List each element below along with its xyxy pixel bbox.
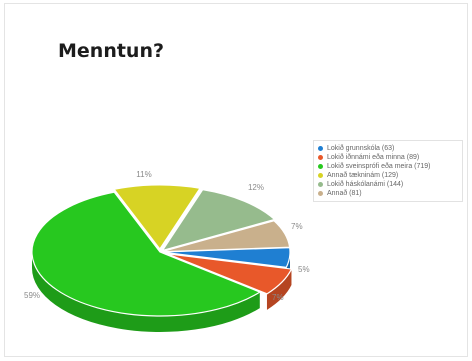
pie-slice bbox=[161, 189, 276, 252]
legend-marker bbox=[318, 182, 323, 187]
legend-item: Lokið iðnnámi eða minna (89) bbox=[318, 153, 458, 162]
pie-slice bbox=[166, 253, 293, 295]
legend-marker bbox=[318, 146, 323, 151]
legend-marker bbox=[318, 191, 323, 196]
slice-percent-label: 11% bbox=[136, 170, 151, 179]
legend-item: Lokið grunnskóla (63) bbox=[318, 144, 458, 153]
legend-label: Annað (81) bbox=[327, 190, 362, 197]
legend-item: Annað tækninám (129) bbox=[318, 171, 458, 180]
legend-label: Lokið sveinsprófi eða meira (719) bbox=[327, 163, 431, 170]
legend-item: Annað (81) bbox=[318, 189, 458, 198]
chart-title: Menntun? bbox=[58, 40, 165, 62]
pie-slice bbox=[31, 191, 262, 317]
pie-slice-side bbox=[32, 252, 260, 333]
legend-marker bbox=[318, 173, 323, 178]
legend-label: Annað tækninám (129) bbox=[327, 172, 399, 179]
pie-slice bbox=[161, 220, 291, 253]
slice-percent-label: 12% bbox=[248, 183, 264, 192]
slice-percent-label: 7% bbox=[272, 293, 284, 302]
legend-item: Lokið háskólanámi (144) bbox=[318, 180, 458, 189]
pie-slice bbox=[113, 184, 202, 251]
legend-item: Lokið sveinsprófi eða meira (719) bbox=[318, 162, 458, 171]
legend-label: Lokið háskólanámi (144) bbox=[327, 181, 404, 188]
slice-percent-label: 5% bbox=[298, 265, 310, 274]
legend-label: Lokið grunnskóla (63) bbox=[327, 145, 395, 152]
slice-percent-label: 7% bbox=[291, 222, 303, 231]
slice-percent-label: 59% bbox=[24, 291, 40, 300]
legend-marker bbox=[318, 155, 323, 160]
legend-label: Lokið iðnnámi eða minna (89) bbox=[327, 154, 420, 161]
legend-marker bbox=[318, 164, 323, 169]
chart-legend: Lokið grunnskóla (63) Lokið iðnnámi eða m… bbox=[313, 140, 463, 202]
